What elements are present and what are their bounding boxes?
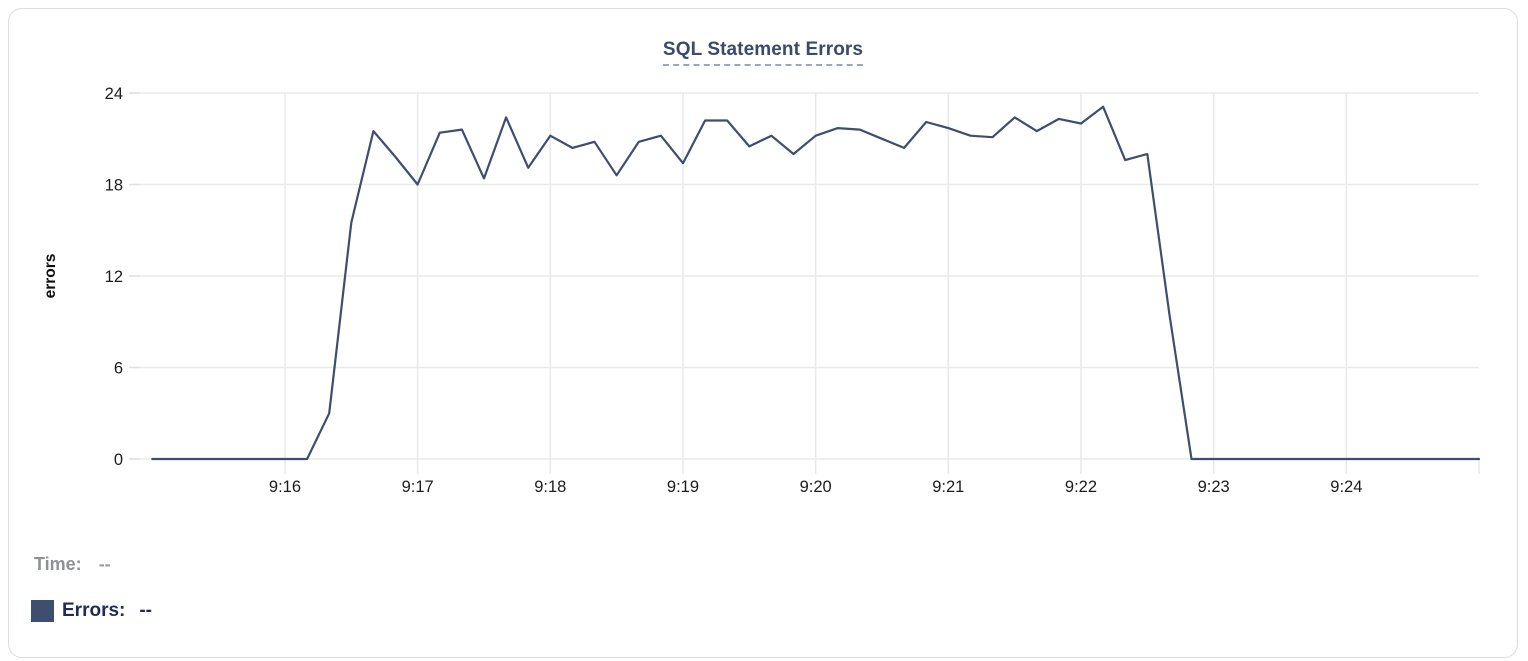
chart-card: SQL Statement Errors 0 6 12 18 24 9:16 9:17 9:1… (8, 8, 1518, 658)
y-tick-label-24: 24 (105, 85, 123, 103)
time-value: -- (98, 554, 111, 574)
x-tick-label-6: 9:22 (1065, 478, 1097, 496)
x-tick-label-8: 9:24 (1330, 478, 1362, 496)
hover-readout-errors: Errors: -- (31, 600, 152, 622)
x-tick-label-2: 9:18 (534, 478, 566, 496)
x-tick-label-0: 9:16 (269, 478, 301, 496)
errors-series-line (151, 105, 1481, 461)
x-tick-label-7: 9:23 (1198, 478, 1230, 496)
x-tick-label-1: 9:17 (402, 478, 434, 496)
hover-readout-time: Time: -- (34, 554, 111, 575)
y-tick-label-6: 6 (114, 360, 123, 378)
errors-label: Errors: (62, 600, 126, 621)
y-tick-label-0: 0 (114, 451, 123, 469)
errors-series-swatch (31, 600, 54, 622)
time-label: Time: (34, 554, 82, 574)
errors-value: -- (139, 600, 153, 621)
chart-title[interactable]: SQL Statement Errors (662, 39, 864, 66)
sql-errors-line-chart[interactable]: 0 6 12 18 24 9:16 9:17 9:18 9:19 9:20 9:21 9:22 9:23… (9, 9, 1528, 661)
y-tick-label-18: 18 (105, 177, 123, 195)
y-axis-title: errors (42, 254, 59, 299)
x-tick-label-3: 9:19 (667, 478, 699, 496)
x-tick-label-4: 9:20 (800, 478, 832, 496)
x-tick-label-5: 9:21 (932, 478, 964, 496)
y-tick-label-12: 12 (105, 268, 123, 286)
